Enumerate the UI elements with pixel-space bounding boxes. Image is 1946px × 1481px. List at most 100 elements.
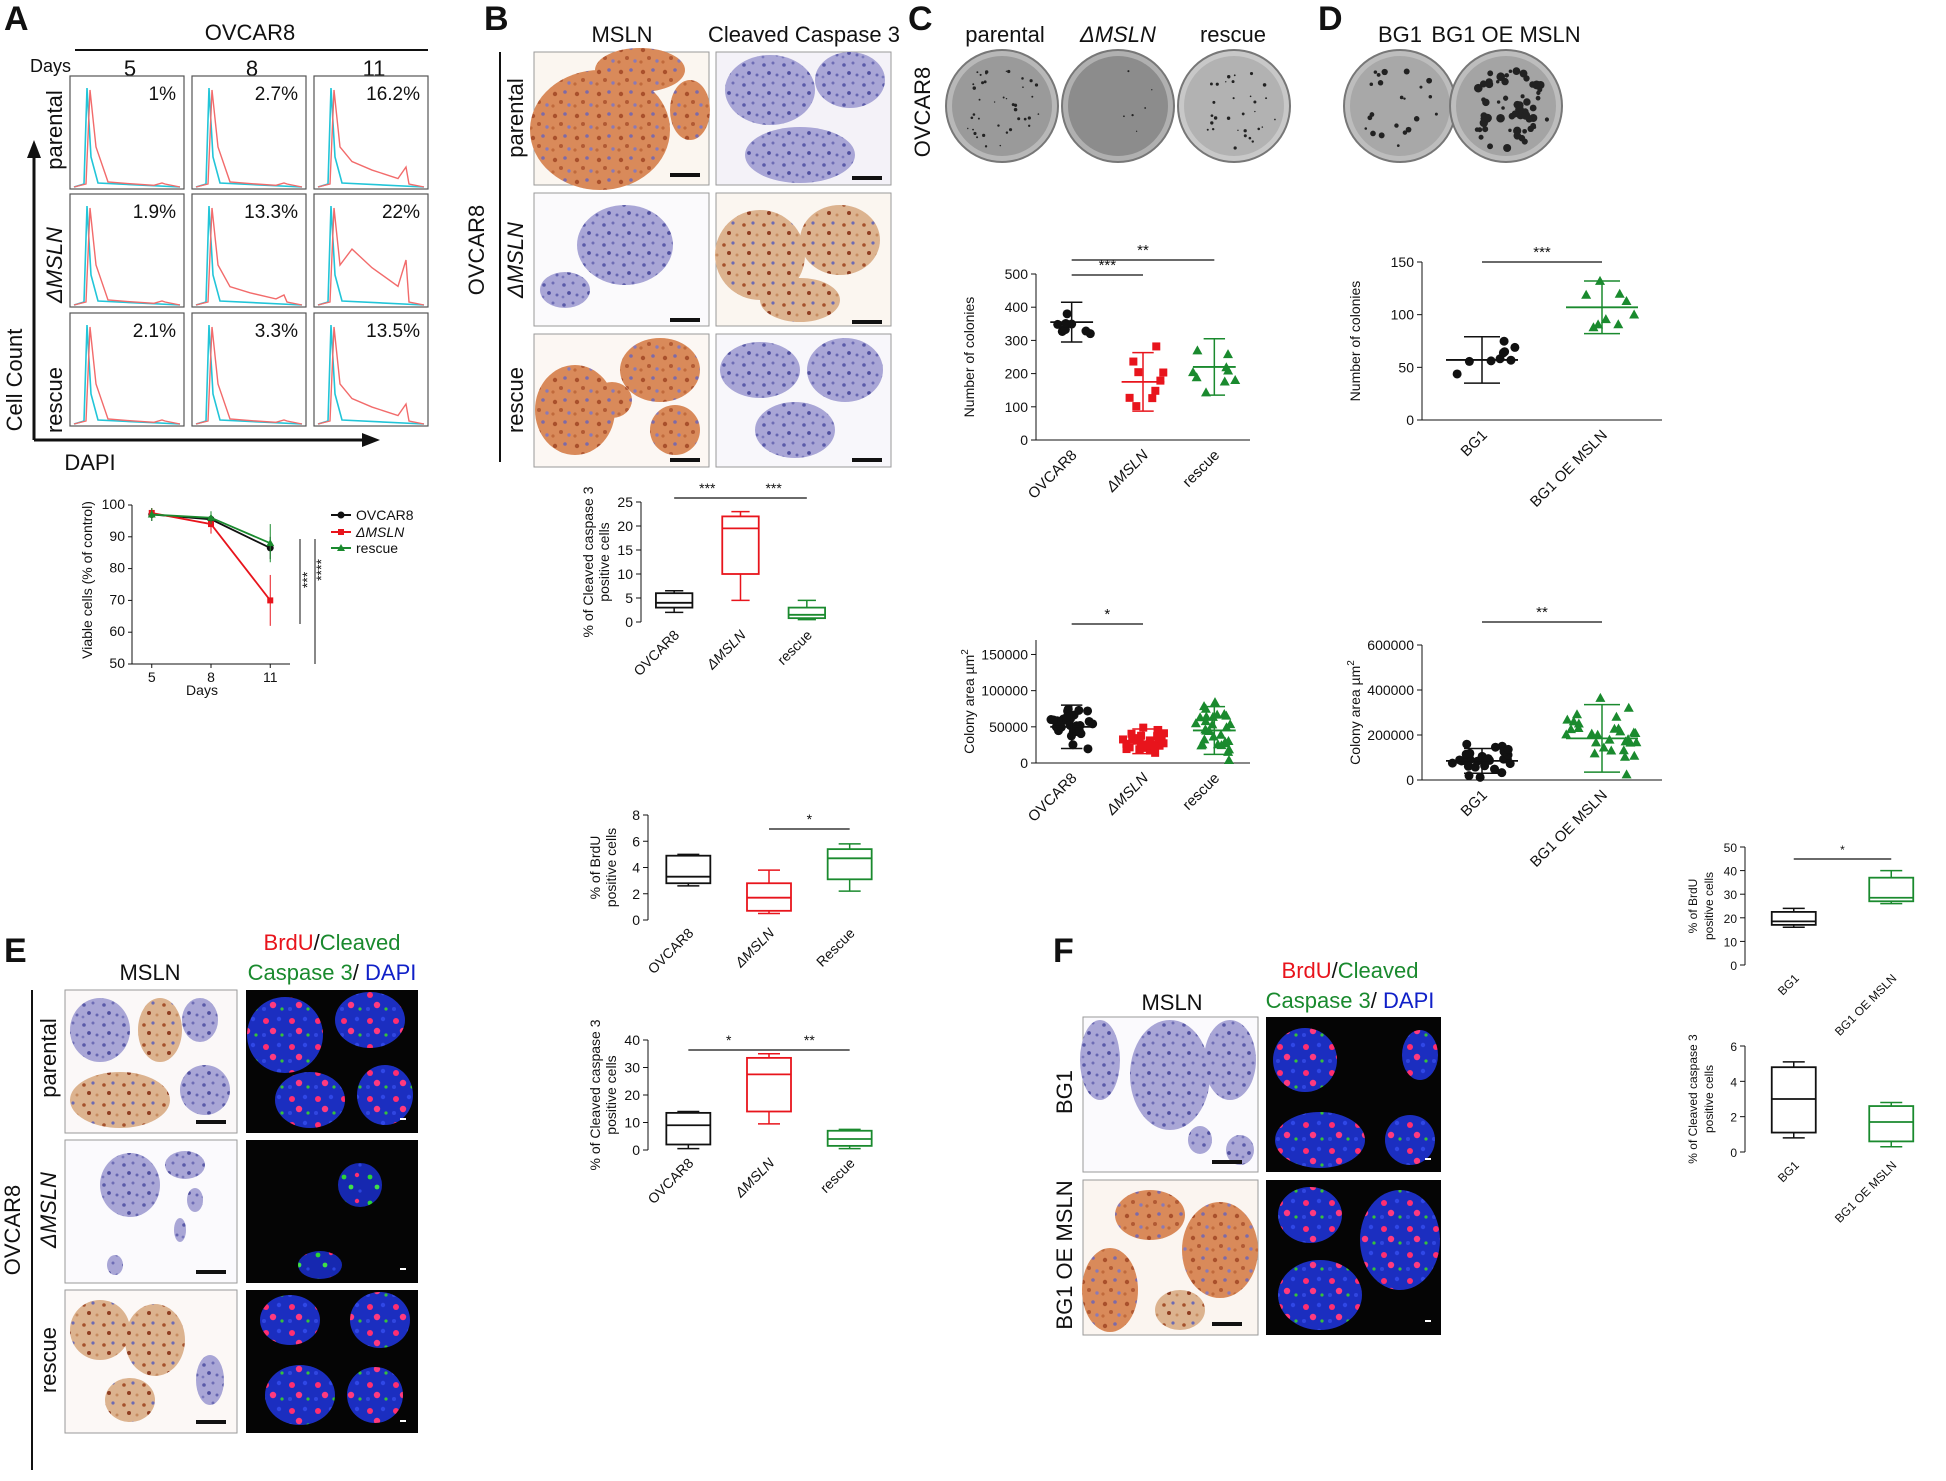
y-tick-label: 2 [632,886,640,902]
category-label: rescue [817,1155,858,1196]
y-tick-label: 100 [1391,307,1415,323]
data-point [1053,319,1063,329]
colony-dot [972,83,975,86]
box [746,1056,792,1113]
b-box-plot: 0 5 10 15 20 25 OVCAR8 ΔMSLN rescue % of Cleaved … [580,480,826,679]
b-col-caspase: Cleaved Caspase 3 [708,22,900,47]
colony-dot [1227,75,1231,79]
plate-well [1456,56,1556,156]
data-point [1621,295,1632,305]
category-label: BG1 [1775,971,1802,998]
sig-stars: *** [699,480,716,496]
data-point [1618,745,1629,755]
e-fluo-spheroid [275,1072,345,1128]
y-tick-label: 0 [1730,959,1737,973]
colony-dot [1249,71,1254,76]
data-point [1593,319,1604,329]
colony-dot [993,101,996,103]
b-spheroid [670,80,710,140]
colony-dot [1215,82,1219,86]
b-row-parental: parental [503,78,528,158]
a-histogram-grid: 1% 2.7% 16.2% 1.9% 13.3% 22% 2.1% 3.3% 13.5% [69,75,429,427]
colony-dot [1248,136,1252,140]
y-tick-label: 0 [1730,1146,1737,1160]
legend-label-dmsln: ΔMSLN [355,524,405,540]
sig-stars: * [1104,606,1110,623]
y-tick-label: 15 [617,542,633,558]
colony-dot [1403,97,1406,100]
data-point [267,597,274,604]
legend-label-ovcar8: OVCAR8 [356,507,414,523]
legend-label-rescue: rescue [356,540,398,556]
d-plates [1343,49,1563,163]
colony-dot [1413,116,1420,122]
box [721,515,760,575]
colony-dot [1022,86,1024,88]
data-point [1573,722,1584,732]
data-point [1447,758,1457,768]
category-label: BG1 [1775,1158,1802,1185]
a-row-label-rescue: rescue [42,367,67,433]
panel-letter-d: D [1318,0,1343,38]
colony-dot [1127,70,1130,73]
colony-dot [982,133,986,137]
colony-dot [1482,126,1489,133]
scale-bar [852,320,882,324]
e-spheroid [105,1378,155,1422]
data-point [1151,386,1160,395]
a-y-arrowhead [27,140,41,158]
e-image-grid [64,989,418,1434]
colony-dot [1005,70,1008,73]
data-point [1611,711,1622,721]
a-line-chart: 50 60 70 80 90 100 5 8 11 [102,496,316,685]
scale-bar [400,1420,406,1422]
e-row-rescue: rescue [36,1327,61,1393]
colony-dot [1377,80,1384,86]
b-spheroid [577,205,673,285]
category-label: rescue [774,627,815,668]
colony-dot [1403,68,1410,75]
colony-dot [1508,69,1513,74]
colony-dot [1478,134,1484,140]
colony-dot [1251,140,1254,143]
f-col-fluo-line2: Caspase 3/ DAPI [1266,988,1435,1013]
data-point [1145,746,1154,755]
colony-dot [1008,128,1013,132]
colony-dot [1523,98,1531,106]
f-spheroid [1204,1020,1256,1100]
colony-dot [1249,95,1252,98]
y-tick-label: 4 [632,860,640,876]
category-label: OVCAR8 [1025,447,1081,503]
y-axis-label: positive cells [596,522,612,601]
sig-stars: ** [1536,604,1548,621]
data-point [1621,769,1632,779]
histogram-sample-trace [317,326,425,425]
category-label: ΔMSLN [731,924,778,971]
data-point [1223,754,1234,764]
b-spheroid [595,48,685,92]
e-row-dmsln: ΔMSLN [36,1172,61,1249]
b-image-grid [530,48,892,468]
data-point [1613,319,1624,329]
data-point [1631,737,1642,747]
y-axis-label: Colony area µm2 [960,649,977,754]
y-tick-label: 20 [624,1087,640,1103]
data-point [1224,744,1235,754]
colony-dot [1237,129,1239,132]
data-point [1142,741,1151,750]
sig-stars: ** [1137,242,1149,259]
histogram-sample-trace [73,326,181,425]
colony-dot [1513,100,1522,109]
colony-dot [978,98,981,101]
f-spheroid [1115,1190,1185,1240]
data-point [1191,372,1202,382]
category-label: ΔMSLN [1103,770,1152,819]
y-tick-label: 50 [1398,359,1414,375]
y-axis-label: % of BrdU [587,836,603,900]
f-row-bg1: BG1 [1052,1070,1077,1114]
e-spheroid [138,998,182,1062]
a-line-legend: OVCAR8 ΔMSLN rescue [331,507,414,556]
f-spheroid [1130,1020,1210,1130]
